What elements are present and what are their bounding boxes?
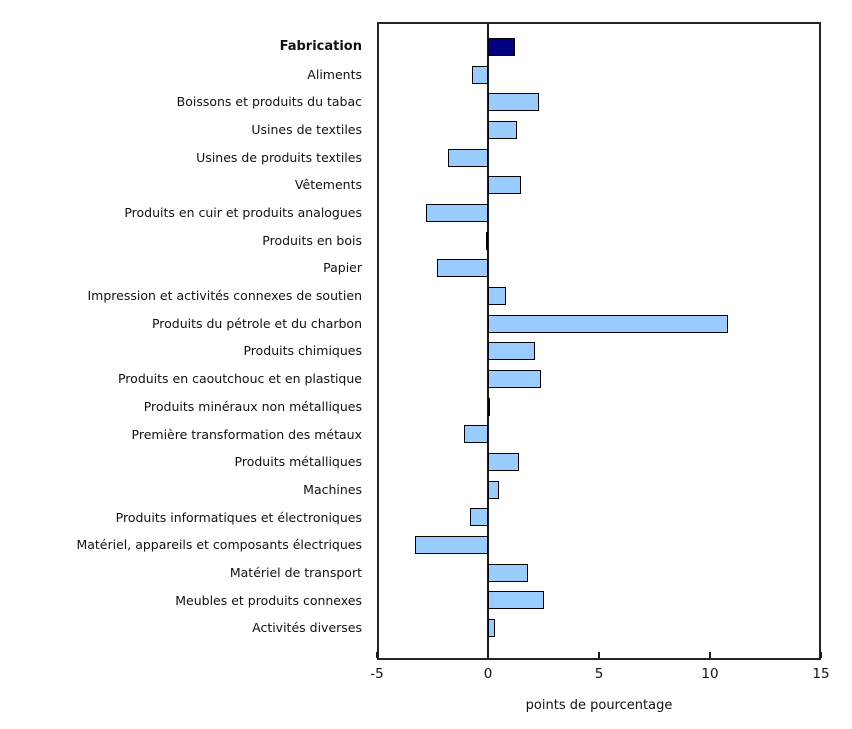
bar [425,203,488,222]
category-label: Impression et activités connexes de sout… [87,288,362,304]
x-tick-mark [709,652,711,658]
bar [488,480,500,499]
bar [448,148,488,167]
bar [414,536,488,555]
category-label: Produits en caoutchouc et en plastique [117,371,362,387]
plot-area [377,22,821,660]
category-label: Aliments [307,66,362,82]
x-tick-label: 5 [594,666,604,682]
bar [488,93,540,112]
x-tick-mark [820,652,822,658]
bar [488,37,515,56]
bar [488,397,490,416]
category-label: Produits informatiques et électroniques [115,509,362,525]
x-axis-title: points de pourcentage [525,698,673,713]
category-label: Usines de textiles [251,122,362,138]
category-label: Produits en bois [262,232,362,248]
category-label: Matériel de transport [229,564,362,580]
bar [488,286,506,305]
bar [488,176,522,195]
category-label: Meubles et produits connexes [175,592,362,608]
bar [463,425,488,444]
category-label: Usines de produits textiles [196,149,362,165]
bar [488,591,544,610]
bar [485,231,488,250]
x-tick-mark [598,652,600,658]
bar [488,563,528,582]
x-tick-label: 10 [701,666,719,682]
category-label: Produits minéraux non métalliques [143,398,362,414]
category-label: Produits en cuir et produits analogues [124,205,362,221]
zero-line [487,24,489,658]
category-label: Vêtements [294,177,362,193]
x-tick-label: 0 [483,666,493,682]
category-label: Première transformation des métaux [131,426,362,442]
category-label: Machines [303,481,362,497]
x-tick-label: -5 [370,666,384,682]
category-label: Papier [323,260,362,276]
category-label: Boissons et produits du tabac [176,94,362,110]
bar [488,619,495,638]
category-label: Matériel, appareils et composants électr… [76,537,362,553]
x-tick-mark [376,652,378,658]
bar [488,370,542,388]
bar [472,65,488,84]
bar [488,120,517,139]
bar [436,259,488,278]
category-label: Produits métalliques [234,454,362,470]
x-tick-label: 15 [812,666,830,682]
category-label: Produits du pétrole et du charbon [151,315,362,331]
bar [470,508,488,527]
category-label: Activités diverses [252,620,362,636]
category-label: Fabrication [279,39,362,54]
bar [488,342,535,361]
category-label: Produits chimiques [243,343,362,359]
bar [488,453,520,472]
x-tick-mark [487,652,489,658]
bar [488,314,728,333]
